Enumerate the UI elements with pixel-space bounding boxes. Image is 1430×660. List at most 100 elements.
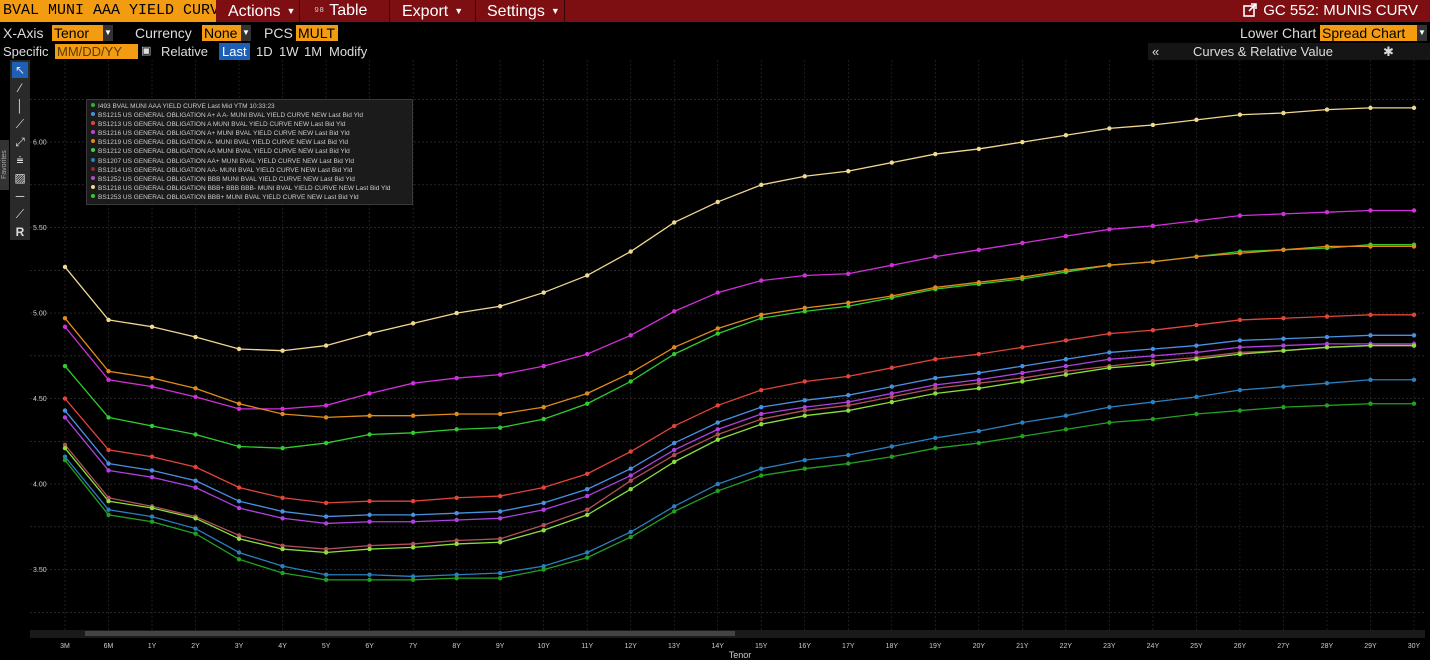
data-point[interactable] xyxy=(1324,403,1330,408)
data-point[interactable] xyxy=(1150,122,1156,128)
data-point[interactable] xyxy=(889,394,895,400)
data-point[interactable] xyxy=(1237,351,1243,357)
data-point[interactable] xyxy=(976,377,982,382)
data-point[interactable] xyxy=(628,529,633,535)
data-point[interactable] xyxy=(889,444,895,449)
data-point[interactable] xyxy=(454,572,459,577)
data-point[interactable] xyxy=(1324,209,1330,215)
data-point[interactable] xyxy=(454,411,459,417)
legend-item[interactable]: BS1214 US GENERAL OBLIGATION AA- MUNI BV… xyxy=(91,166,412,175)
data-point[interactable] xyxy=(410,430,416,435)
data-point[interactable] xyxy=(1107,420,1112,425)
data-point[interactable] xyxy=(759,182,764,188)
data-point[interactable] xyxy=(1020,363,1025,369)
data-point[interactable] xyxy=(454,495,459,500)
pen-icon[interactable]: ⁄ xyxy=(18,81,21,95)
data-point[interactable] xyxy=(410,498,416,504)
data-point[interactable] xyxy=(889,365,895,371)
data-point[interactable] xyxy=(1150,223,1156,229)
data-point[interactable] xyxy=(1237,317,1243,323)
data-point[interactable] xyxy=(759,411,764,417)
data-point[interactable] xyxy=(1368,105,1373,111)
data-point[interactable] xyxy=(1411,312,1417,317)
data-point[interactable] xyxy=(106,415,111,420)
data-point[interactable] xyxy=(759,466,764,471)
modify-button[interactable]: Modify xyxy=(329,44,368,59)
data-point[interactable] xyxy=(628,379,633,384)
data-point[interactable] xyxy=(1368,244,1373,249)
data-point[interactable] xyxy=(846,374,851,379)
data-point[interactable] xyxy=(1063,268,1069,273)
data-point[interactable] xyxy=(323,514,329,519)
calendar-icon[interactable]: ▣ xyxy=(141,45,152,57)
text-icon[interactable]: R xyxy=(15,225,25,239)
data-point[interactable] xyxy=(1107,365,1112,371)
data-point[interactable] xyxy=(933,386,938,391)
data-point[interactable] xyxy=(584,471,590,477)
data-point[interactable] xyxy=(410,577,416,583)
legend-item[interactable]: BS1212 US GENERAL OBLIGATION AA MUNI BVA… xyxy=(91,147,412,156)
data-point[interactable] xyxy=(236,444,242,449)
data-point[interactable] xyxy=(454,510,459,516)
data-point[interactable] xyxy=(323,403,329,408)
data-point[interactable] xyxy=(280,543,285,548)
data-point[interactable] xyxy=(106,498,111,504)
data-point[interactable] xyxy=(976,381,982,386)
series-line[interactable] xyxy=(64,209,1414,410)
data-point[interactable] xyxy=(584,391,590,396)
data-point[interactable] xyxy=(497,570,503,576)
data-point[interactable] xyxy=(759,422,764,427)
data-point[interactable] xyxy=(1281,247,1286,253)
data-point[interactable] xyxy=(976,351,982,357)
data-point[interactable] xyxy=(1237,408,1243,413)
fibonacci-icon[interactable]: ⩧ xyxy=(16,153,24,167)
data-point[interactable] xyxy=(410,413,416,418)
data-point[interactable] xyxy=(1150,416,1156,422)
data-point[interactable] xyxy=(454,538,459,543)
data-point[interactable] xyxy=(1368,208,1373,213)
data-point[interactable] xyxy=(323,415,329,420)
data-point[interactable] xyxy=(889,454,895,459)
data-point[interactable] xyxy=(106,447,111,453)
data-point[interactable] xyxy=(802,457,807,463)
data-point[interactable] xyxy=(672,351,677,357)
data-point[interactable] xyxy=(1411,333,1417,338)
data-point[interactable] xyxy=(541,522,546,528)
data-point[interactable] xyxy=(236,485,242,490)
data-point[interactable] xyxy=(454,517,459,523)
data-point[interactable] xyxy=(323,440,329,446)
data-point[interactable] xyxy=(323,343,329,348)
data-point[interactable] xyxy=(1063,372,1069,377)
ray-icon[interactable]: ⤢ xyxy=(15,135,25,149)
data-point[interactable] xyxy=(1281,336,1286,341)
data-point[interactable] xyxy=(541,507,546,512)
chart-legend[interactable]: I493 BVAL MUNI AAA YIELD CURVE Last Mid … xyxy=(86,99,413,205)
data-point[interactable] xyxy=(280,445,285,451)
range-scrollbar-thumb[interactable] xyxy=(85,631,735,636)
legend-item[interactable]: BS1216 US GENERAL OBLIGATION A+ MUNI BVA… xyxy=(91,129,412,138)
data-point[interactable] xyxy=(149,423,155,429)
data-point[interactable] xyxy=(236,533,242,538)
data-point[interactable] xyxy=(367,331,372,336)
data-point[interactable] xyxy=(1194,218,1199,223)
data-point[interactable] xyxy=(1194,322,1199,328)
data-point[interactable] xyxy=(149,454,155,459)
data-point[interactable] xyxy=(367,413,372,418)
legend-item[interactable]: BS1207 US GENERAL OBLIGATION AA+ MUNI BV… xyxy=(91,157,412,166)
data-point[interactable] xyxy=(715,290,720,295)
series-line[interactable] xyxy=(64,379,1414,578)
data-point[interactable] xyxy=(541,404,546,410)
data-point[interactable] xyxy=(62,408,68,413)
data-point[interactable] xyxy=(802,398,807,403)
range-button-1w[interactable]: 1W xyxy=(279,44,299,59)
data-point[interactable] xyxy=(1063,357,1069,362)
data-point[interactable] xyxy=(672,459,677,465)
data-point[interactable] xyxy=(106,369,111,374)
data-point[interactable] xyxy=(933,435,938,441)
xaxis-dropdown[interactable]: Tenor xyxy=(52,25,113,41)
data-point[interactable] xyxy=(367,498,372,504)
data-point[interactable] xyxy=(367,519,372,524)
data-point[interactable] xyxy=(846,403,851,408)
data-point[interactable] xyxy=(846,408,851,413)
data-point[interactable] xyxy=(1194,411,1199,417)
